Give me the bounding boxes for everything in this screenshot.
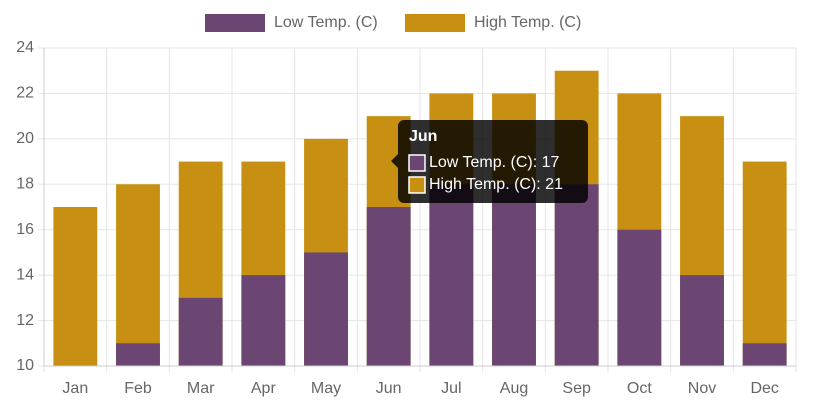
legend-swatch bbox=[203, 12, 267, 34]
y-tick-label: 16 bbox=[16, 221, 34, 238]
y-tick-label: 14 bbox=[16, 266, 34, 283]
bar bbox=[742, 343, 787, 366]
y-tick-label: 22 bbox=[16, 85, 34, 102]
y-tick-label: 18 bbox=[16, 176, 34, 193]
tooltip-line: High Temp. (C): 21 bbox=[429, 176, 563, 193]
x-tick-label: Feb bbox=[124, 380, 152, 397]
y-tick-label: 12 bbox=[16, 312, 34, 329]
y-tick-label: 24 bbox=[16, 39, 34, 56]
x-tick-label: May bbox=[311, 380, 341, 397]
x-tick-label: Jun bbox=[376, 380, 402, 397]
bar bbox=[116, 184, 160, 366]
x-tick-label: Nov bbox=[688, 380, 716, 397]
x-tick-label: Dec bbox=[750, 380, 778, 397]
bar bbox=[304, 252, 348, 366]
tooltip-swatch bbox=[408, 154, 426, 172]
x-tick-label: Jan bbox=[62, 380, 88, 397]
bar bbox=[429, 184, 474, 366]
tooltip-box bbox=[391, 120, 588, 203]
legend-swatch bbox=[403, 12, 467, 34]
tooltip: Jun Low Temp. (C): 17 High Temp. (C): 21 bbox=[391, 120, 588, 203]
x-tick-label: Sep bbox=[562, 380, 591, 397]
x-tick-label: Mar bbox=[187, 380, 215, 397]
y-tick-label: 20 bbox=[16, 130, 34, 147]
x-tick-label: Aug bbox=[500, 380, 528, 397]
tooltip-swatch bbox=[408, 176, 426, 194]
tooltip-title: Jun bbox=[409, 128, 437, 145]
y-tick-label: 10 bbox=[16, 357, 34, 374]
bar bbox=[53, 207, 98, 366]
bar bbox=[241, 275, 286, 366]
bar bbox=[617, 229, 662, 366]
bar bbox=[178, 297, 223, 366]
legend-label: High Temp. (C) bbox=[474, 14, 581, 31]
bar bbox=[492, 184, 536, 366]
bar bbox=[554, 184, 599, 366]
tooltip-line: Low Temp. (C): 17 bbox=[429, 154, 560, 171]
bar bbox=[116, 343, 160, 366]
bar bbox=[742, 161, 787, 366]
legend-label: Low Temp. (C) bbox=[274, 14, 378, 31]
bar bbox=[680, 275, 724, 366]
x-tick-label: Oct bbox=[627, 380, 652, 397]
x-tick-label: Apr bbox=[251, 380, 277, 397]
x-tick-label: Jul bbox=[441, 380, 461, 397]
bar bbox=[366, 207, 411, 366]
